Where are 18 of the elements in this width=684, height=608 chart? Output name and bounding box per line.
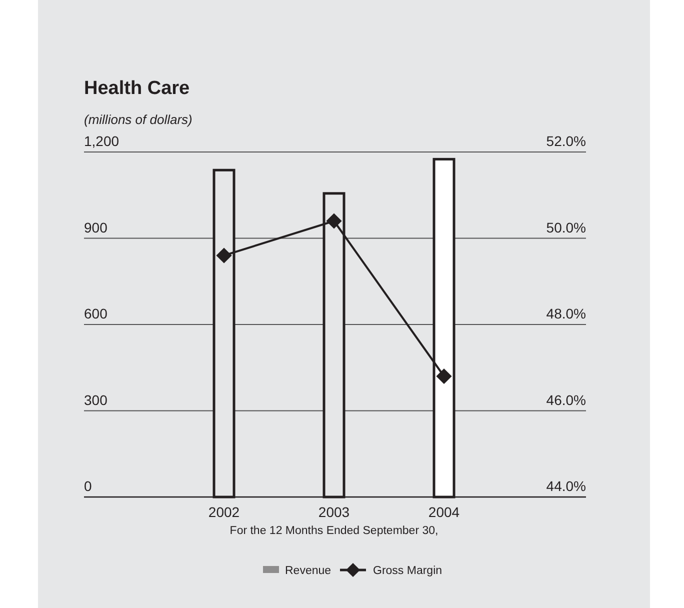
y-tick-label: 0	[84, 478, 92, 494]
x-axis-title: For the 12 Months Ended September 30,	[230, 525, 438, 537]
y-tick-label: 300	[84, 392, 108, 408]
x-tick-label: 2003	[318, 504, 350, 520]
y2-tick-label: 46.0%	[546, 392, 586, 408]
y-tick-label: 600	[84, 306, 108, 322]
y2-tick-label: 44.0%	[546, 478, 586, 494]
y2-tick-label: 48.0%	[546, 306, 586, 322]
chart-subtitle: (millions of dollars)	[84, 112, 192, 127]
y2-tick-label: 52.0%	[546, 133, 586, 149]
chart-title: Health Care	[84, 78, 190, 99]
x-tick-label: 2004	[428, 504, 460, 520]
x-tick-label: 2002	[208, 504, 240, 520]
y-tick-label: 900	[84, 219, 108, 236]
legend-label: Revenue	[285, 565, 332, 577]
legend-label: Gross Margin	[373, 565, 442, 577]
y2-tick-label: 50.0%	[546, 219, 586, 236]
y-tick-label: 1,200	[84, 133, 120, 149]
